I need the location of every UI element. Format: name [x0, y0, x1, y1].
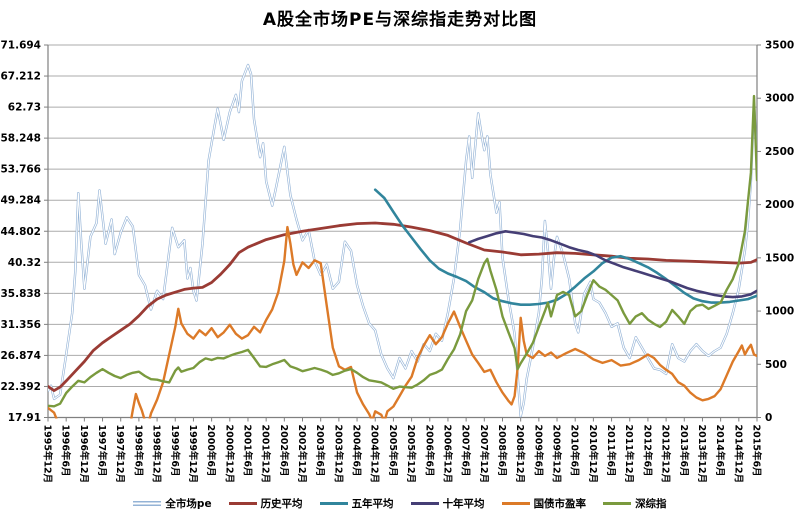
legend-label-5y-avg: 五年平均	[351, 498, 394, 510]
chart-title: A股全市场PE与深综指走势对比图	[262, 10, 538, 30]
x-axis-labels: 1995年12月 1996年6月 1996年12月 1997年6月 1997年12月 19…	[42, 417, 763, 484]
x-tick-label: 2001年12月	[260, 425, 272, 484]
y-tick-label-left: 22.392	[0, 381, 41, 393]
x-tick-label: 2012年6月	[641, 425, 653, 477]
legend-line-swatch-bond-pe	[501, 502, 530, 505]
series-line-szcomp	[48, 94, 757, 408]
legend-item-5y-avg: 五年平均	[319, 496, 394, 511]
x-tick-label: 2013年6月	[678, 425, 690, 477]
series-line-bond-pe	[48, 225, 757, 419]
y-tick-label-right: 3500	[765, 40, 794, 52]
x-tick-label: 2011年12月	[623, 425, 635, 484]
x-tick-label: 2000年6月	[205, 425, 217, 477]
legend-line-swatch-5y-avg	[319, 502, 348, 505]
series-line-market-pe-core	[48, 64, 757, 417]
y-tick-label-left: 71.694	[0, 40, 41, 52]
x-tick-label: 1999年12月	[187, 425, 199, 484]
legend-item-hist-avg: 历史平均	[228, 496, 303, 511]
y-axis-right-labels: 3500 3000 2500 2000 1500 1000 500 0	[757, 40, 794, 424]
plot-area: 71.694 67.212 62.73 58.248 53.766 49.284 44.80…	[0, 40, 794, 484]
legend-item-market-pe: 全市场pe	[133, 496, 212, 511]
x-tick-label: 1998年12月	[151, 425, 163, 484]
series-line-10y-avg	[467, 230, 757, 299]
x-tick-label: 2001年6月	[241, 425, 253, 477]
x-tick-label: 2005年12月	[405, 425, 417, 484]
x-tick-label: 2008年12月	[514, 425, 526, 484]
y-tick-label-right: 3000	[765, 93, 794, 105]
x-tick-label: 1996年6月	[60, 425, 72, 477]
x-tick-label: 2003年12月	[332, 425, 344, 484]
y-tick-label-right: 0	[765, 412, 772, 424]
x-tick-label: 1996年12月	[78, 425, 90, 484]
x-tick-label: 2006年12月	[441, 425, 453, 484]
legend-label-szcomp: 深综指	[635, 498, 667, 510]
x-tick-label: 2013年12月	[696, 425, 708, 484]
x-tick-label: 2004年12月	[369, 425, 381, 484]
x-tick-label: 2000年12月	[223, 425, 235, 484]
x-tick-label: 1997年12月	[114, 425, 126, 484]
x-tick-label: 2015年6月	[751, 425, 763, 477]
y-tick-label-right: 2500	[765, 146, 794, 158]
x-tick-label: 2014年12月	[732, 425, 744, 484]
series-group	[48, 63, 757, 419]
y-tick-label-left: 31.356	[0, 319, 41, 331]
x-tick-label: 2007年6月	[460, 425, 472, 477]
y-tick-label-left: 62.73	[8, 102, 41, 114]
x-tick-label: 2002年6月	[278, 425, 290, 477]
x-tick-label: 2010年12月	[587, 425, 599, 484]
x-tick-label: 2010年6月	[569, 425, 581, 477]
legend-label-bond-pe: 国债市盈率	[533, 498, 587, 510]
y-tick-label-left: 58.248	[0, 133, 41, 145]
legend-line-swatch-szcomp	[603, 502, 632, 505]
y-tick-label-left: 40.32	[8, 257, 41, 269]
y-tick-label-left: 49.284	[0, 195, 41, 207]
legend-line-swatch-10y-avg	[410, 502, 439, 505]
x-tick-label: 1999年6月	[169, 425, 181, 477]
x-tick-label: 2014年6月	[714, 425, 726, 477]
x-tick-label: 2008年6月	[496, 425, 508, 477]
x-tick-label: 2006年6月	[423, 425, 435, 477]
x-tick-label: 1998年6月	[132, 425, 144, 477]
y-tick-label-left: 53.766	[0, 164, 41, 176]
legend-item-bond-pe: 国债市盈率	[501, 496, 587, 511]
legend-line-swatch-market-pe	[133, 501, 162, 506]
y-tick-label-left: 44.802	[0, 226, 41, 238]
y-tick-label-left: 67.212	[0, 71, 41, 83]
x-tick-label: 2012年12月	[660, 425, 672, 484]
legend-label-hist-avg: 历史平均	[260, 498, 303, 510]
x-tick-label: 2003年6月	[314, 425, 326, 477]
y-tick-label-right: 1000	[765, 306, 794, 318]
gridlines	[48, 44, 757, 387]
legend-item-10y-avg: 十年平均	[410, 496, 485, 511]
x-tick-label: 2009年6月	[532, 425, 544, 477]
legend-item-szcomp: 深综指	[603, 496, 667, 511]
legend-line-swatch-hist-avg	[228, 502, 257, 505]
x-tick-label: 2005年6月	[387, 425, 399, 477]
x-tick-label: 2009年12月	[551, 425, 563, 484]
x-tick-label: 1995年12月	[42, 425, 54, 484]
x-tick-label: 2004年6月	[351, 425, 363, 477]
x-tick-label: 1997年6月	[96, 425, 108, 477]
y-tick-label-left: 26.874	[0, 350, 41, 362]
x-tick-label: 2002年12月	[296, 425, 308, 484]
x-tick-label: 2011年6月	[605, 425, 617, 477]
legend-label-10y-avg: 十年平均	[442, 498, 485, 510]
y-tick-label-right: 2000	[765, 199, 794, 211]
y-tick-label-right: 1500	[765, 252, 794, 264]
y-tick-label-left: 35.838	[0, 288, 41, 300]
y-tick-label-right: 500	[765, 359, 787, 371]
x-tick-label: 2007年12月	[478, 425, 490, 484]
y-tick-label-left: 17.91	[8, 412, 41, 424]
y-axis-left-labels: 71.694 67.212 62.73 58.248 53.766 49.284 44.80…	[0, 40, 48, 424]
legend: 全市场pe 历史平均 五年平均 十年平均 国债市盈率 深综指	[0, 496, 800, 511]
legend-label-market-pe: 全市场pe	[165, 498, 212, 510]
